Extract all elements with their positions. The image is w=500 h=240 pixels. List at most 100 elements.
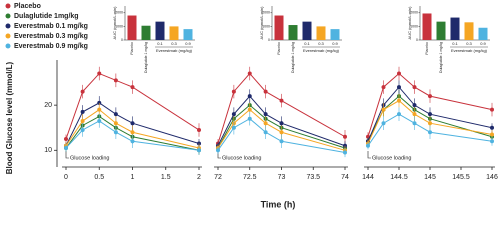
inset-group-label: Everestmab (mg/kg) xyxy=(303,48,340,53)
x-tick-label: 73.5 xyxy=(306,174,320,181)
inset-y-tick-label: 2000 xyxy=(262,11,270,15)
series-line xyxy=(217,95,346,147)
inset-category-label: 0.3 xyxy=(318,41,324,46)
y-tick-label: 20 xyxy=(44,102,52,109)
inset-y-tick-label: 1000 xyxy=(262,24,270,28)
inset-bar xyxy=(316,26,326,40)
data-point xyxy=(490,132,494,137)
data-point xyxy=(428,112,432,117)
data-point xyxy=(130,139,135,144)
inset-category-label: Placebo xyxy=(277,42,281,55)
x-tick-label: 0 xyxy=(64,174,68,181)
data-point xyxy=(231,89,236,94)
data-point xyxy=(279,139,284,144)
page: Blood Glucose level (mmol/L) Time (h) 10… xyxy=(5,2,498,210)
data-point xyxy=(381,121,386,126)
inset-y-tick-label: 2000 xyxy=(115,11,123,15)
x-tick-label: 146 xyxy=(486,174,498,181)
x-tick-label: 145.5 xyxy=(452,174,470,181)
data-point xyxy=(64,137,68,142)
series-line xyxy=(217,118,346,154)
inset-category-label: 0.9 xyxy=(480,41,486,46)
data-point xyxy=(343,150,347,155)
inset-bar xyxy=(436,21,446,40)
inset-y-tick-label: 0 xyxy=(121,38,123,42)
annotation: Glucose loading xyxy=(70,155,109,161)
series-line xyxy=(217,72,346,144)
data-point xyxy=(366,143,370,148)
data-point xyxy=(113,112,118,117)
data-point xyxy=(97,118,102,123)
legend-marker xyxy=(5,33,11,39)
data-point xyxy=(412,85,417,90)
inset-y-tick-label: 0 xyxy=(416,38,418,42)
data-point xyxy=(263,121,268,126)
data-point xyxy=(64,146,68,151)
series-line xyxy=(65,115,200,151)
inset-y-label: AUC (mmol/L.min) xyxy=(407,6,412,40)
inset-category-label: Dulaglutide 1 mg/kg xyxy=(144,42,148,73)
inset-bar xyxy=(183,29,193,40)
data-point xyxy=(80,127,85,132)
data-point xyxy=(397,98,401,103)
inset-category-label: 0.9 xyxy=(185,41,191,46)
inset-bar xyxy=(464,22,474,40)
data-point xyxy=(279,121,284,126)
series-line xyxy=(367,113,493,147)
data-point xyxy=(263,112,268,117)
y-tick-label: 10 xyxy=(44,147,52,154)
data-point xyxy=(381,85,386,90)
series-line xyxy=(65,120,200,151)
x-tick-label: 72 xyxy=(214,174,222,181)
inset-bar xyxy=(155,21,165,40)
inset-category-label: 0.3 xyxy=(466,41,472,46)
x-tick-label: 145 xyxy=(424,174,436,181)
x-tick-label: 0.5 xyxy=(94,174,104,181)
x-axis-label: Time (h) xyxy=(261,199,296,209)
data-point xyxy=(80,89,85,94)
legend-label: Dulaglutide 1mg/kg xyxy=(14,13,79,20)
series-line xyxy=(367,100,493,144)
legend-label: Placebo xyxy=(14,3,41,10)
inset-bar xyxy=(274,15,284,40)
inset-y-tick-label: 1000 xyxy=(410,24,418,28)
legend-marker xyxy=(5,13,11,19)
data-point xyxy=(397,71,401,76)
data-point xyxy=(381,107,386,112)
inset-category-label: Placebo xyxy=(130,42,134,55)
data-point xyxy=(130,121,135,126)
annotation: Glucose loading xyxy=(222,155,261,161)
x-tick-label: 1 xyxy=(131,174,135,181)
data-point xyxy=(130,130,135,135)
data-point xyxy=(490,125,494,130)
legend-marker xyxy=(5,23,11,29)
inset-category-label: 0.1 xyxy=(157,41,163,46)
inset-category-label: 0.9 xyxy=(332,41,338,46)
annotation: Glucose loading xyxy=(372,155,411,161)
inset-category-label: 0.1 xyxy=(452,41,458,46)
inset-bar xyxy=(422,13,432,40)
data-point xyxy=(279,98,284,103)
inset-category-label: Dulaglutide 1 mg/kg xyxy=(439,42,443,73)
inset-y-tick-label: 2000 xyxy=(410,11,418,15)
data-point xyxy=(263,130,268,135)
inset-y-tick-label: 1000 xyxy=(115,24,123,28)
data-point xyxy=(231,125,236,130)
inset-bar xyxy=(127,15,137,40)
data-point xyxy=(130,85,135,90)
legend-marker xyxy=(5,3,11,9)
data-point xyxy=(97,71,102,76)
inset-bar xyxy=(450,17,460,40)
x-tick-label: 144.5 xyxy=(390,174,408,181)
data-point xyxy=(247,94,252,99)
inset-bar xyxy=(288,25,298,40)
data-point xyxy=(216,148,220,153)
data-point xyxy=(231,112,236,117)
data-point xyxy=(412,103,417,108)
x-tick-label: 74 xyxy=(341,174,349,181)
legend-label: Everestmab 0.1 mg/kg xyxy=(14,23,88,30)
inset-bar xyxy=(141,25,151,40)
data-point xyxy=(263,89,268,94)
x-tick-label: 144 xyxy=(362,174,374,181)
x-tick-label: 73 xyxy=(278,174,286,181)
